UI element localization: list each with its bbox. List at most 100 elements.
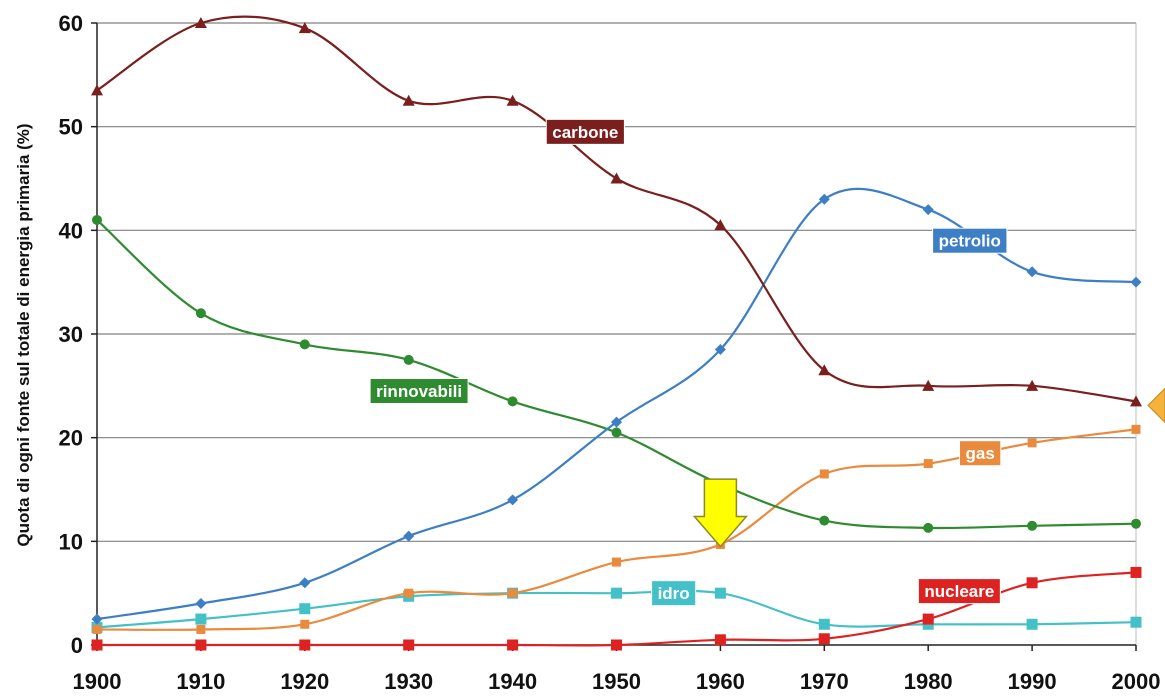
series-label-box [369,378,469,405]
point-gas-1920 [300,619,310,629]
series-label-box [932,227,1008,254]
point-carbone-1920 [298,22,311,34]
point-nucleare-2000 [1130,566,1142,578]
x-tick-label: 1900 [73,669,122,694]
point-gas-1970 [819,469,829,479]
point-nucleare-1900 [91,639,103,651]
series-label-idro: idro [651,580,697,607]
series-label-text: nucleare [924,582,994,601]
y-axis-label: Quota di ogni fonte sul totale di energi… [14,123,33,546]
y-tick-label: 30 [59,322,83,347]
point-carbone-1980 [922,379,935,391]
orange-left-arrow [1147,387,1165,424]
x-tick-label: 1910 [176,669,225,694]
point-idro-1950 [611,587,622,599]
point-rinnovabili-2000 [1131,518,1141,529]
axes: 0 10 20 30 40 50 60 1900 1910 1920 1930 1940 1950 196… [59,11,1161,694]
x-tick-label: 1940 [488,669,537,694]
point-nucleare-1960 [714,634,726,646]
series-label-text: petrolio [939,232,1001,251]
point-carbone-1990 [1026,379,1039,391]
series-label-rinnovabili: rinnovabili [369,378,469,405]
point-gas-1940 [508,588,518,598]
series-nucleare [91,566,1142,651]
point-rinnovabili-1900 [92,214,102,225]
point-petrolio-1920 [299,577,311,589]
series-rinnovabili [92,214,1141,533]
point-carbone-1930 [402,94,415,106]
x-tick-label: 1980 [904,669,953,694]
point-rinnovabili-1980 [923,522,934,533]
series-label-petrolio: petrolio [932,227,1008,254]
point-petrolio-1990 [1026,266,1038,278]
series-line-petrolio [96,187,1137,621]
point-petrolio-1970 [818,193,830,205]
point-nucleare-1930 [403,639,415,651]
series-label-gas: gas [959,440,1002,467]
point-idro-1920 [299,603,311,615]
series-label-box [545,118,625,145]
point-petrolio-1900 [91,613,103,625]
series-lines [91,15,1142,651]
point-nucleare-1920 [299,639,311,651]
point-petrolio-2000 [1130,276,1142,288]
point-nucleare-1990 [1026,577,1038,589]
y-tick-label: 0 [71,633,83,658]
point-petrolio-1930 [403,530,415,542]
point-petrolio-1960 [714,344,726,356]
series-carbone [91,15,1142,407]
x-tick-label: 1990 [1008,669,1057,694]
series-label-box [651,580,697,607]
x-tick-label: 1930 [384,669,433,694]
point-rinnovabili-1930 [403,354,414,365]
point-carbone-1950 [610,172,623,184]
point-gas-1950 [612,557,621,567]
point-nucleare-1970 [818,633,830,645]
y-tick-label: 60 [59,11,83,36]
yellow-down-arrow [692,478,749,548]
x-tick-label: 1950 [592,669,641,694]
point-petrolio-1910 [195,598,207,610]
series-label-text: idro [658,584,690,603]
series-petrolio [91,187,1142,625]
series-label-nucleare: nucleare [917,578,1001,605]
point-gas-1910 [196,624,206,634]
point-idro-1910 [195,613,207,625]
point-rinnovabili-1920 [299,339,310,350]
point-gas-1930 [404,588,414,598]
y-tick-label: 50 [59,115,83,140]
point-petrolio-1950 [611,416,622,428]
point-carbone-1900 [91,84,103,96]
point-rinnovabili-1970 [819,515,830,526]
point-carbone-1960 [714,219,727,231]
series-labels: carbone petrolio rinnovabili gas idro nuclear… [369,118,1008,607]
point-idro-1990 [1026,618,1038,630]
point-petrolio-1980 [922,204,934,216]
y-tick-label: 20 [59,426,83,451]
series-label-carbone: carbone [545,118,625,145]
arrows [692,387,1165,548]
point-idro-1970 [818,618,830,630]
point-nucleare-1910 [195,639,207,651]
x-tick-label: 1920 [280,669,329,694]
point-carbone-1970 [818,364,831,376]
series-line-rinnovabili [96,219,1137,530]
point-nucleare-1940 [507,639,519,651]
point-rinnovabili-1910 [195,308,206,319]
point-gas-1980 [923,459,933,469]
point-carbone-1910 [194,17,207,28]
series-line-carbone [96,15,1137,403]
point-rinnovabili-1990 [1027,520,1038,531]
point-gas-1990 [1027,438,1037,448]
point-nucleare-1950 [611,639,622,651]
series-label-box [917,578,1001,605]
x-tick-label: 1970 [800,669,849,694]
point-idro-2000 [1130,616,1142,628]
y-tick-label: 10 [59,529,83,554]
series-label-text: gas [966,444,995,463]
point-petrolio-1940 [507,494,519,506]
x-tick-label: 2000 [1112,669,1161,694]
point-nucleare-1980 [922,613,934,625]
y-tick-label: 40 [59,218,83,243]
